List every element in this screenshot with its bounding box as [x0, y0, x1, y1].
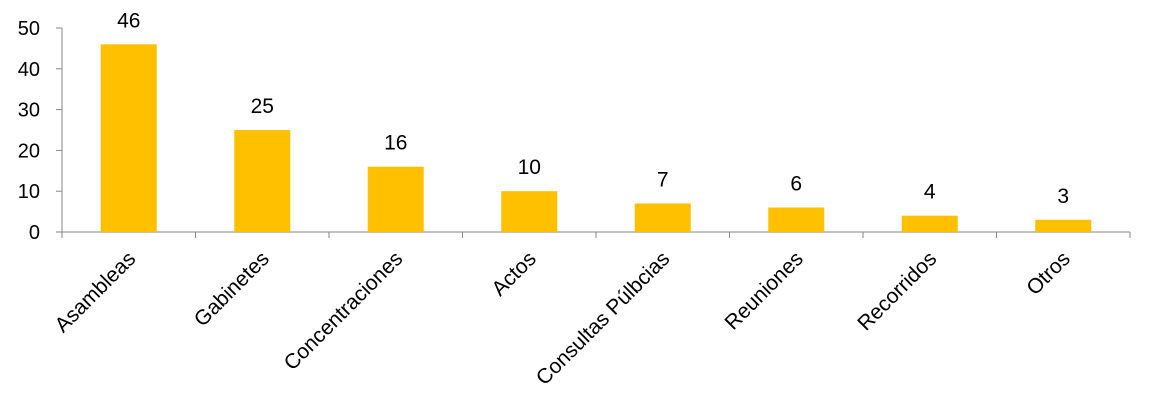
bar: [100, 44, 157, 232]
x-axis: [61, 231, 1131, 238]
y-tick-label: 0: [29, 222, 40, 244]
y-axis: 0 10 20 30 40 50: [18, 18, 63, 244]
data-label: 16: [384, 132, 407, 155]
bar: [234, 130, 291, 232]
data-label: 25: [251, 95, 274, 118]
bar: [901, 215, 958, 232]
category-label: Asambleas: [51, 247, 141, 337]
category-label: Otros: [1022, 247, 1075, 300]
data-labels: 46 25 16 10 7 6 4 3: [117, 9, 1069, 207]
category-label: Recorridos: [853, 247, 941, 335]
y-tick-label: 20: [18, 140, 40, 162]
y-tick-label: 30: [18, 100, 40, 122]
data-label: 7: [657, 168, 669, 191]
data-label: 46: [117, 9, 140, 32]
data-label: 4: [924, 181, 936, 204]
bar: [501, 191, 558, 232]
bar: [768, 207, 825, 232]
bar: [367, 166, 424, 232]
category-label: Concentraciones: [280, 247, 408, 375]
category-label: Actos: [487, 247, 540, 300]
y-tick-label: 40: [18, 59, 40, 81]
category-label: Gabinetes: [190, 247, 274, 331]
bar: [1035, 219, 1092, 232]
bar: [634, 203, 691, 232]
category-label: Consultas Púlbcias: [532, 247, 675, 390]
y-tick-label: 10: [18, 181, 40, 203]
data-label: 10: [518, 156, 541, 179]
data-label: 6: [790, 173, 802, 196]
category-label: Reuniones: [721, 247, 808, 334]
data-label: 3: [1057, 185, 1069, 208]
bar-series: [100, 44, 1092, 232]
category-labels: Asambleas Gabinetes Concentraciones ActosCo…: [51, 247, 1075, 390]
y-tick-label: 50: [18, 18, 40, 40]
